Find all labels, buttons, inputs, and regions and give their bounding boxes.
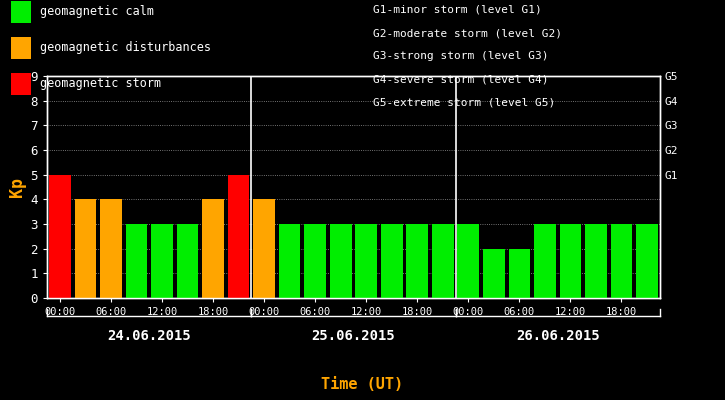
Text: 26.06.2015: 26.06.2015: [515, 329, 600, 343]
Bar: [228, 175, 249, 298]
Bar: [355, 224, 377, 298]
Text: geomagnetic disturbances: geomagnetic disturbances: [40, 42, 211, 54]
Text: G5-extreme storm (level G5): G5-extreme storm (level G5): [373, 98, 555, 108]
Bar: [253, 199, 275, 298]
Bar: [534, 224, 556, 298]
Y-axis label: Kp: Kp: [9, 177, 26, 197]
Bar: [381, 224, 402, 298]
Text: G4-severe storm (level G4): G4-severe storm (level G4): [373, 74, 549, 85]
Bar: [49, 175, 71, 298]
Bar: [483, 249, 505, 298]
Text: G3-strong storm (level G3): G3-strong storm (level G3): [373, 51, 549, 61]
Bar: [177, 224, 199, 298]
Bar: [457, 224, 479, 298]
Bar: [432, 224, 454, 298]
Text: G1-minor storm (level G1): G1-minor storm (level G1): [373, 5, 542, 15]
Bar: [407, 224, 428, 298]
Bar: [100, 199, 122, 298]
Text: G2-moderate storm (level G2): G2-moderate storm (level G2): [373, 28, 563, 38]
Bar: [560, 224, 581, 298]
Text: Time (UT): Time (UT): [321, 377, 404, 392]
Bar: [202, 199, 224, 298]
Bar: [636, 224, 658, 298]
Text: 25.06.2015: 25.06.2015: [312, 329, 395, 343]
Bar: [304, 224, 326, 298]
Bar: [585, 224, 607, 298]
Text: geomagnetic storm: geomagnetic storm: [40, 78, 161, 90]
Bar: [610, 224, 632, 298]
Bar: [75, 199, 96, 298]
Text: 24.06.2015: 24.06.2015: [107, 329, 191, 343]
Bar: [330, 224, 352, 298]
Text: geomagnetic calm: geomagnetic calm: [40, 6, 154, 18]
Bar: [279, 224, 300, 298]
Bar: [151, 224, 173, 298]
Bar: [508, 249, 530, 298]
Bar: [125, 224, 147, 298]
